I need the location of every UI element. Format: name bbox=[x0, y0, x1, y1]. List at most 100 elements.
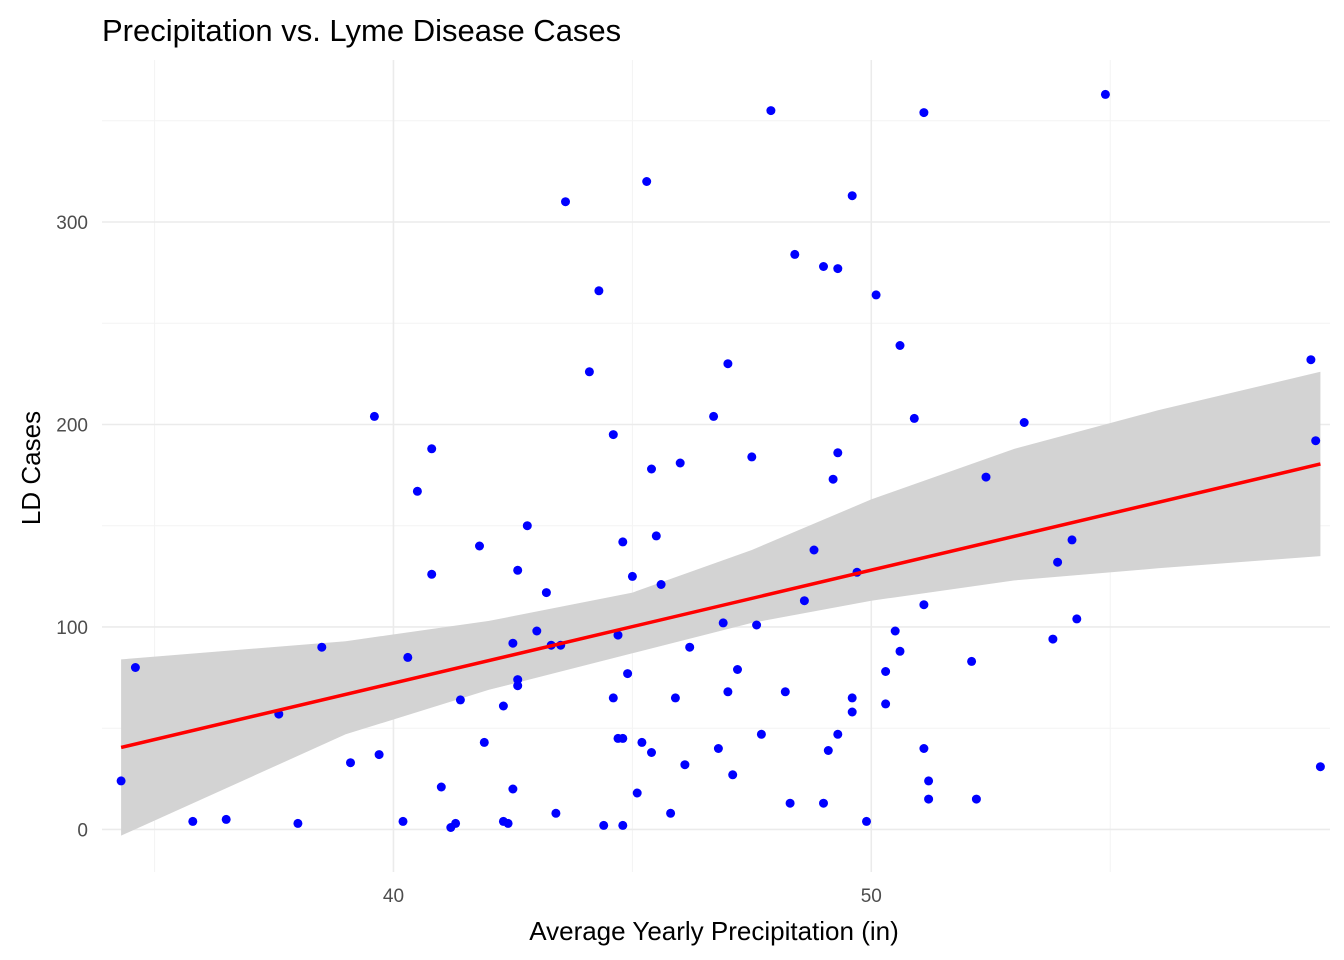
data-point bbox=[723, 359, 733, 369]
data-point bbox=[412, 486, 422, 496]
data-point bbox=[733, 665, 742, 674]
data-point bbox=[130, 663, 140, 672]
data-point bbox=[221, 814, 231, 824]
data-point bbox=[608, 693, 618, 703]
data-point bbox=[718, 618, 728, 628]
y-axis-title: LD Cases bbox=[16, 411, 46, 525]
data-point bbox=[427, 569, 437, 579]
data-point bbox=[823, 746, 833, 755]
data-point bbox=[747, 452, 757, 462]
data-point bbox=[623, 669, 633, 679]
data-point bbox=[766, 106, 776, 116]
data-point bbox=[790, 249, 800, 259]
data-point bbox=[1306, 355, 1316, 365]
data-point bbox=[1053, 557, 1063, 567]
data-point bbox=[670, 693, 680, 703]
data-point bbox=[594, 286, 604, 296]
data-point bbox=[847, 191, 857, 201]
data-point bbox=[919, 600, 929, 610]
data-point bbox=[1067, 535, 1077, 545]
data-point bbox=[919, 744, 929, 753]
data-point bbox=[924, 776, 934, 786]
data-point bbox=[532, 626, 542, 636]
data-point bbox=[513, 681, 523, 691]
data-point bbox=[709, 411, 719, 421]
data-point bbox=[642, 177, 652, 186]
data-point bbox=[713, 744, 723, 753]
data-point bbox=[513, 565, 523, 575]
x-tick-label: 50 bbox=[861, 886, 882, 907]
data-point bbox=[847, 693, 857, 703]
data-point bbox=[346, 758, 355, 768]
data-point bbox=[799, 596, 809, 606]
data-point bbox=[862, 816, 871, 826]
data-point bbox=[819, 798, 828, 808]
data-point bbox=[651, 531, 661, 541]
data-point bbox=[317, 642, 327, 652]
data-point bbox=[680, 760, 690, 770]
data-point bbox=[647, 464, 656, 474]
x-axis-title: Average Yearly Precipitation (in) bbox=[529, 916, 899, 946]
data-point bbox=[293, 818, 303, 828]
grid bbox=[102, 60, 1330, 872]
data-point bbox=[675, 458, 685, 468]
confidence-band bbox=[121, 371, 1321, 836]
data-point bbox=[116, 776, 126, 786]
data-point bbox=[728, 770, 738, 780]
data-point bbox=[599, 820, 609, 830]
data-point bbox=[398, 816, 408, 826]
data-point bbox=[522, 521, 532, 531]
data-point bbox=[436, 782, 446, 792]
data-point bbox=[1100, 89, 1110, 99]
data-point bbox=[613, 630, 623, 640]
data-point bbox=[666, 808, 676, 818]
data-point bbox=[785, 798, 795, 808]
data-point bbox=[188, 816, 198, 826]
y-tick-label: 100 bbox=[56, 618, 88, 639]
data-point bbox=[508, 638, 518, 648]
data-point bbox=[618, 820, 628, 830]
data-point bbox=[374, 750, 384, 760]
tick-labels: 40 50 0 100 200 300 bbox=[56, 213, 882, 907]
data-point bbox=[833, 729, 843, 739]
data-point bbox=[971, 794, 981, 804]
data-point bbox=[1019, 418, 1029, 427]
data-point bbox=[618, 733, 628, 743]
data-point bbox=[752, 620, 762, 630]
data-point bbox=[833, 448, 843, 458]
data-point bbox=[881, 699, 891, 709]
data-point bbox=[833, 264, 843, 274]
data-point bbox=[479, 737, 489, 747]
data-point bbox=[919, 108, 929, 118]
data-point bbox=[369, 411, 379, 421]
data-point bbox=[647, 748, 656, 757]
points-layer bbox=[116, 89, 1325, 832]
x-tick-label: 40 bbox=[383, 886, 404, 907]
data-point bbox=[427, 444, 437, 454]
data-point bbox=[561, 197, 570, 207]
data-point bbox=[819, 262, 828, 271]
y-tick-label: 0 bbox=[77, 820, 88, 841]
data-point bbox=[780, 687, 790, 697]
data-point bbox=[723, 687, 733, 697]
data-point bbox=[541, 588, 551, 598]
data-point bbox=[828, 474, 838, 484]
data-point bbox=[632, 788, 642, 798]
data-point bbox=[584, 367, 594, 377]
data-point bbox=[508, 784, 518, 794]
data-point bbox=[618, 537, 628, 547]
data-point bbox=[1311, 436, 1321, 446]
data-point bbox=[756, 729, 766, 739]
data-point bbox=[498, 701, 508, 711]
data-point bbox=[881, 667, 891, 676]
data-point bbox=[909, 413, 919, 423]
data-point bbox=[1315, 762, 1325, 772]
data-point bbox=[890, 626, 900, 636]
y-tick-label: 300 bbox=[56, 213, 88, 234]
data-point bbox=[967, 656, 977, 666]
data-point bbox=[895, 341, 905, 350]
data-point bbox=[847, 707, 857, 717]
data-point bbox=[895, 646, 905, 656]
data-point bbox=[871, 290, 881, 300]
